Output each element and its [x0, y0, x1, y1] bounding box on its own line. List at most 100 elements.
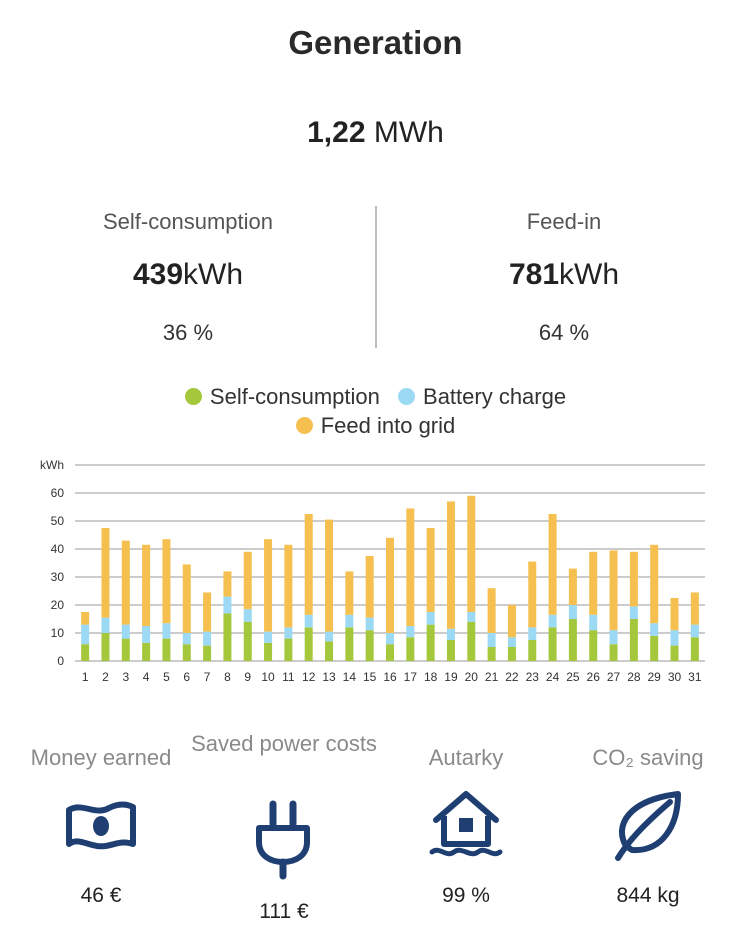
legend-item-self-consumption[interactable]: Self-consumption [184, 384, 386, 409]
bar-feed-into-grid[interactable] [426, 528, 435, 612]
bar-feed-into-grid[interactable] [304, 514, 313, 615]
bar-self-consumption[interactable] [650, 635, 659, 661]
bar-self-consumption[interactable] [548, 627, 557, 661]
bar-battery-charge[interactable] [182, 633, 191, 645]
bar-battery-charge[interactable] [406, 626, 415, 638]
bar-feed-into-grid[interactable] [568, 568, 577, 605]
bar-self-consumption[interactable] [365, 630, 374, 661]
bar-feed-into-grid[interactable] [101, 528, 110, 618]
bar-self-consumption[interactable] [223, 613, 232, 661]
bar-feed-into-grid[interactable] [548, 514, 557, 615]
bar-self-consumption[interactable] [670, 645, 679, 661]
bar-self-consumption[interactable] [507, 647, 516, 661]
bar-battery-charge[interactable] [203, 631, 212, 646]
bar-feed-into-grid[interactable] [162, 539, 171, 624]
bar-battery-charge[interactable] [609, 630, 618, 645]
bar-feed-into-grid[interactable] [203, 592, 212, 632]
bar-feed-into-grid[interactable] [142, 544, 151, 626]
bar-battery-charge[interactable] [670, 630, 679, 646]
bar-self-consumption[interactable] [264, 642, 273, 661]
bar-feed-into-grid[interactable] [182, 564, 191, 633]
bar-feed-into-grid[interactable] [609, 550, 618, 631]
bar-feed-into-grid[interactable] [670, 598, 679, 631]
bar-battery-charge[interactable] [650, 623, 659, 636]
bar-self-consumption[interactable] [690, 637, 699, 661]
bar-feed-into-grid[interactable] [345, 571, 354, 615]
x-tick-label: 8 [224, 670, 231, 684]
legend-item-feed-into-grid[interactable]: Feed into grid [295, 413, 455, 438]
bar-battery-charge[interactable] [243, 609, 252, 622]
bar-battery-charge[interactable] [568, 605, 577, 619]
bar-battery-charge[interactable] [690, 624, 699, 638]
x-tick-label: 29 [648, 670, 662, 684]
bar-battery-charge[interactable] [325, 631, 334, 642]
bar-feed-into-grid[interactable] [528, 561, 537, 628]
bar-battery-charge[interactable] [223, 596, 232, 614]
bar-self-consumption[interactable] [345, 627, 354, 661]
bar-self-consumption[interactable] [182, 644, 191, 661]
bar-feed-into-grid[interactable] [264, 539, 273, 632]
bar-feed-into-grid[interactable] [243, 551, 252, 610]
bar-battery-charge[interactable] [467, 612, 476, 622]
bar-self-consumption[interactable] [487, 647, 496, 661]
legend-item-battery-charge[interactable]: Battery charge [398, 384, 566, 409]
bar-battery-charge[interactable] [446, 628, 455, 640]
bar-feed-into-grid[interactable] [446, 501, 455, 629]
bar-self-consumption[interactable] [101, 633, 110, 661]
bar-feed-into-grid[interactable] [487, 588, 496, 633]
bar-battery-charge[interactable] [426, 612, 435, 625]
bar-feed-into-grid[interactable] [325, 519, 334, 632]
bar-self-consumption[interactable] [629, 619, 638, 661]
bar-feed-into-grid[interactable] [386, 537, 394, 633]
bar-battery-charge[interactable] [365, 617, 374, 631]
bar-battery-charge[interactable] [162, 623, 171, 639]
bar-self-consumption[interactable] [203, 645, 212, 661]
bar-battery-charge[interactable] [548, 614, 557, 628]
bar-battery-charge[interactable] [81, 624, 90, 645]
bar-feed-into-grid[interactable] [507, 605, 516, 638]
bar-feed-into-grid[interactable] [365, 556, 374, 618]
bar-self-consumption[interactable] [243, 621, 252, 661]
bar-battery-charge[interactable] [264, 631, 273, 643]
bar-feed-into-grid[interactable] [629, 551, 638, 607]
bar-self-consumption[interactable] [426, 624, 435, 661]
bar-self-consumption[interactable] [284, 638, 293, 661]
bar-battery-charge[interactable] [589, 614, 598, 631]
bar-self-consumption[interactable] [406, 637, 415, 661]
bar-self-consumption[interactable] [467, 621, 476, 661]
bar-self-consumption[interactable] [162, 638, 171, 661]
bar-battery-charge[interactable] [507, 637, 516, 647]
bar-self-consumption[interactable] [325, 641, 334, 661]
bar-feed-into-grid[interactable] [81, 612, 90, 625]
legend-dot-feed-into-grid [295, 417, 313, 434]
bar-self-consumption[interactable] [609, 644, 618, 661]
bar-feed-into-grid[interactable] [467, 495, 476, 612]
bar-battery-charge[interactable] [304, 614, 313, 628]
bar-battery-charge[interactable] [386, 633, 394, 645]
bar-feed-into-grid[interactable] [121, 540, 130, 625]
bar-self-consumption[interactable] [81, 644, 90, 661]
bar-self-consumption[interactable] [528, 640, 537, 661]
bar-feed-into-grid[interactable] [223, 571, 232, 597]
bar-feed-into-grid[interactable] [690, 592, 699, 625]
bar-battery-charge[interactable] [284, 627, 293, 639]
bar-self-consumption[interactable] [589, 630, 598, 661]
bar-feed-into-grid[interactable] [284, 544, 293, 628]
bar-feed-into-grid[interactable] [406, 508, 415, 626]
bar-battery-charge[interactable] [528, 627, 537, 640]
bar-self-consumption[interactable] [121, 638, 130, 661]
bar-battery-charge[interactable] [629, 606, 638, 619]
bar-self-consumption[interactable] [568, 619, 577, 661]
bar-self-consumption[interactable] [142, 642, 151, 661]
bar-feed-into-grid[interactable] [650, 544, 659, 624]
bar-self-consumption[interactable] [446, 640, 455, 661]
bar-battery-charge[interactable] [121, 624, 130, 639]
bar-battery-charge[interactable] [101, 617, 110, 633]
bar-battery-charge[interactable] [345, 614, 354, 628]
bar-battery-charge[interactable] [142, 626, 151, 643]
bar-self-consumption[interactable] [386, 644, 394, 661]
bar-feed-into-grid[interactable] [589, 551, 598, 615]
bar-battery-charge[interactable] [487, 633, 496, 647]
bar-self-consumption[interactable] [304, 627, 313, 661]
